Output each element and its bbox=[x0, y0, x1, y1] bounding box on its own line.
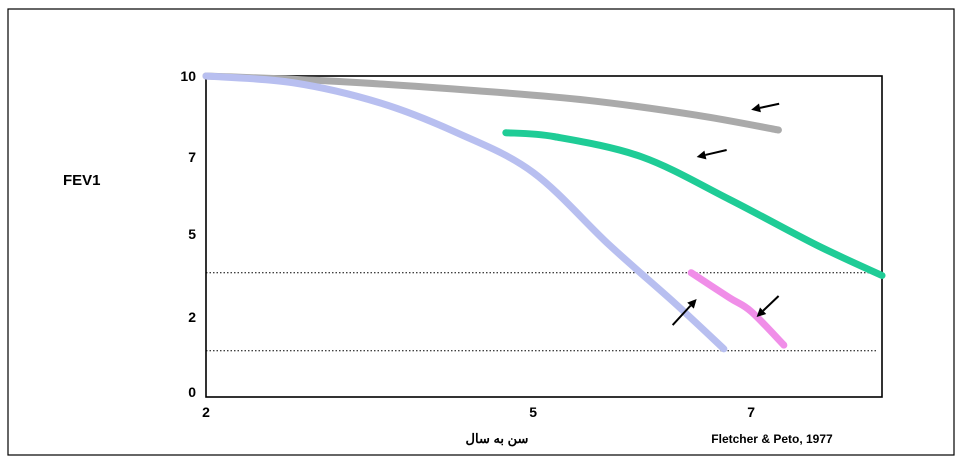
y-axis-ticks: 10 7 5 2 0 bbox=[180, 68, 196, 400]
series-layer bbox=[202, 72, 886, 353]
arrow-layer bbox=[671, 102, 780, 326]
x-axis-ticks: 2 5 7 bbox=[202, 404, 755, 420]
annotation-arrow bbox=[756, 295, 780, 317]
x-tick-label: 2 bbox=[202, 404, 210, 420]
citation: Fletcher & Peto, 1977 bbox=[711, 432, 833, 446]
y-tick-label: 7 bbox=[188, 149, 196, 165]
x-axis-label: سن به سال bbox=[466, 431, 529, 447]
plot-area bbox=[205, 75, 883, 398]
annotation-arrow bbox=[751, 102, 780, 113]
y-tick-label: 10 bbox=[180, 68, 196, 84]
x-tick-label: 7 bbox=[747, 404, 755, 420]
series-line bbox=[202, 72, 782, 134]
annotation-arrow bbox=[671, 299, 697, 326]
y-axis-label: FEV1 bbox=[63, 172, 101, 189]
y-tick-label: 5 bbox=[188, 226, 196, 242]
y-tick-label: 0 bbox=[188, 384, 196, 400]
series-line bbox=[202, 72, 728, 353]
series-line bbox=[502, 129, 886, 279]
annotation-arrow bbox=[696, 149, 727, 160]
x-tick-label: 5 bbox=[529, 404, 537, 420]
y-tick-label: 2 bbox=[188, 309, 196, 325]
series-line bbox=[687, 269, 788, 349]
